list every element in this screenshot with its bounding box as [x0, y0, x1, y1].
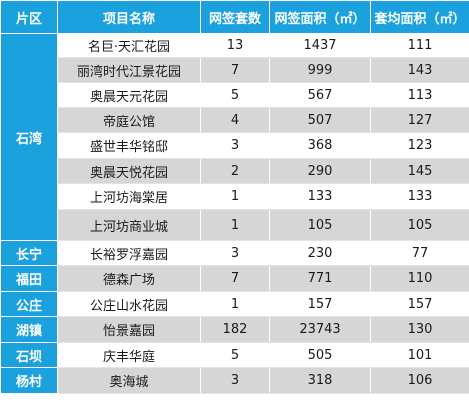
avg-cell: 145 — [370, 158, 469, 184]
table-row: 丽湾时代江景花园 7 999 143 — [1, 57, 469, 83]
table-row: 杨村 奥海城 3 318 106 — [0, 367, 469, 394]
area-cell: 771 — [269, 265, 371, 292]
avg-cell: 130 — [370, 316, 469, 343]
header-row: 片区 项目名称 网签套数 网签面积（㎡） 套均面积（㎡） — [0, 0, 469, 34]
table-row: 上河坊海棠居 1 133 133 — [1, 183, 469, 210]
units-cell: 1 — [200, 209, 270, 241]
table-row: 福田 德森广场 7 771 110 — [0, 265, 469, 292]
table-row: 奥晨天悦花园 2 290 145 — [1, 158, 469, 184]
units-cell: 1 — [200, 183, 270, 210]
project-cell: 盛世丰华铭邸 — [57, 132, 201, 159]
project-cell: 长裕罗浮嘉园 — [57, 240, 201, 266]
units-cell: 4 — [200, 107, 270, 133]
header-project: 项目名称 — [57, 0, 201, 34]
units-cell: 5 — [200, 82, 270, 108]
area-cell: 318 — [269, 367, 371, 394]
units-cell: 3 — [200, 367, 270, 394]
project-cell: 公庄山水花园 — [57, 291, 201, 317]
table-row: 公庄 公庄山水花园 1 157 157 — [0, 291, 469, 317]
table-row: 上河坊商业城 1 105 105 — [1, 209, 469, 241]
district-cell: 福田 — [0, 265, 58, 292]
header-area: 网签面积（㎡） — [269, 0, 371, 34]
table-row: 湖镇 怡景嘉园 182 23743 130 — [0, 316, 469, 343]
units-cell: 2 — [200, 158, 270, 184]
avg-cell: 123 — [370, 132, 469, 159]
units-cell: 1 — [200, 291, 270, 317]
avg-cell: 157 — [370, 291, 469, 317]
area-cell: 505 — [269, 342, 371, 368]
table-row: 盛世丰华铭邸 3 368 123 — [1, 132, 469, 159]
avg-cell: 106 — [370, 367, 469, 394]
units-cell: 7 — [200, 265, 270, 292]
avg-cell: 111 — [370, 33, 469, 58]
sales-table: 片区 项目名称 网签套数 网签面积（㎡） 套均面积（㎡） 石湾 名巨·天汇花园 13… — [0, 0, 469, 394]
project-cell: 丽湾时代江景花园 — [57, 57, 201, 83]
area-cell: 23743 — [269, 316, 371, 343]
table-body: 石湾 名巨·天汇花园 13 1437 111 丽湾时代江景花园 7 999 143 奥晨天元花园 5… — [0, 33, 469, 394]
avg-cell: 105 — [370, 209, 469, 241]
area-cell: 1437 — [269, 33, 371, 58]
avg-cell: 110 — [370, 265, 469, 292]
area-cell: 133 — [269, 183, 371, 210]
district-cell: 杨村 — [0, 367, 58, 394]
project-cell: 奥晨天悦花园 — [57, 158, 201, 184]
avg-cell: 143 — [370, 57, 469, 83]
project-cell: 庆丰华庭 — [57, 342, 201, 368]
avg-cell: 77 — [370, 240, 469, 266]
avg-cell: 127 — [370, 107, 469, 133]
project-cell: 帝庭公馆 — [57, 107, 201, 133]
area-cell: 157 — [269, 291, 371, 317]
avg-cell: 113 — [370, 82, 469, 108]
district-cell: 长宁 — [0, 240, 58, 266]
avg-cell: 133 — [370, 183, 469, 210]
avg-cell: 101 — [370, 342, 469, 368]
project-cell: 上河坊海棠居 — [57, 183, 201, 210]
project-cell: 德森广场 — [57, 265, 201, 292]
area-cell: 105 — [269, 209, 371, 241]
table-row: 石湾 名巨·天汇花园 13 1437 111 — [0, 33, 469, 241]
project-cell: 奥海城 — [57, 367, 201, 394]
area-cell: 507 — [269, 107, 371, 133]
table-row: 石坝 庆丰华庭 5 505 101 — [0, 342, 469, 368]
table-row: 长宁 长裕罗浮嘉园 3 230 77 — [0, 240, 469, 266]
area-cell: 567 — [269, 82, 371, 108]
district-cell: 石坝 — [0, 342, 58, 368]
header-avg: 套均面积（㎡） — [370, 0, 469, 34]
district-cell: 湖镇 — [0, 316, 58, 343]
project-cell: 名巨·天汇花园 — [57, 33, 201, 58]
district-cell: 公庄 — [0, 291, 58, 317]
project-cell: 上河坊商业城 — [57, 209, 201, 241]
units-cell: 3 — [200, 240, 270, 266]
project-cell: 怡景嘉园 — [57, 316, 201, 343]
units-cell: 182 — [200, 316, 270, 343]
area-cell: 290 — [269, 158, 371, 184]
units-cell: 7 — [200, 57, 270, 83]
district-cell: 石湾 — [0, 33, 58, 241]
units-cell: 3 — [200, 132, 270, 159]
header-district: 片区 — [0, 0, 58, 34]
table-row: 奥晨天元花园 5 567 113 — [1, 82, 469, 108]
area-cell: 230 — [269, 240, 371, 266]
units-cell: 5 — [200, 342, 270, 368]
header-units: 网签套数 — [200, 0, 270, 34]
project-cell: 奥晨天元花园 — [57, 82, 201, 108]
units-cell: 13 — [200, 33, 270, 58]
table-row: 帝庭公馆 4 507 127 — [1, 107, 469, 133]
area-cell: 368 — [269, 132, 371, 159]
area-cell: 999 — [269, 57, 371, 83]
